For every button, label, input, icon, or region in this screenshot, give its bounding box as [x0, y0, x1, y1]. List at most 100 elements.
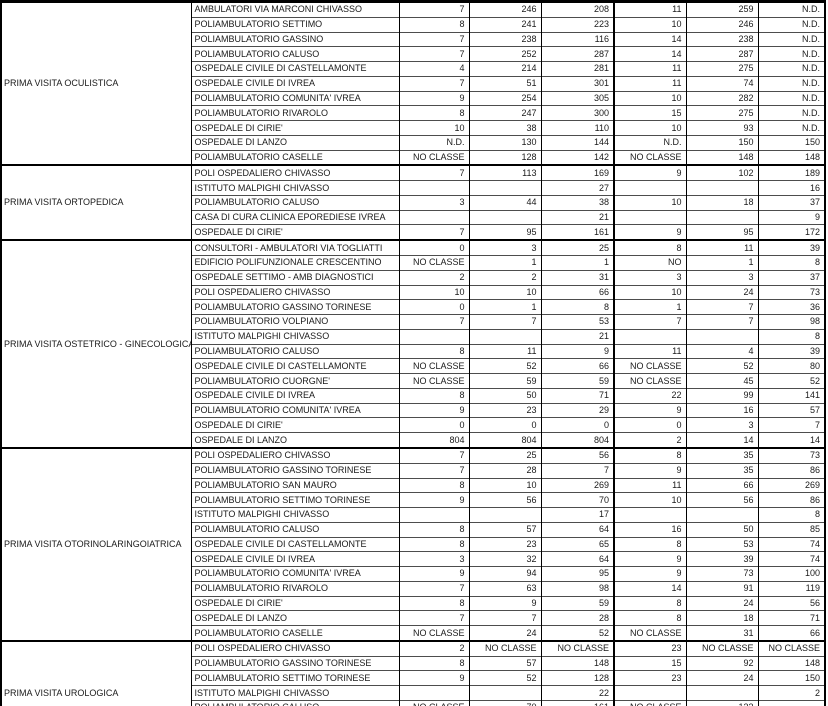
value-cell: 9 [614, 224, 687, 241]
table-row: POLIAMBULATORIO SETTIMO 8 241 223 10 246 N.D. [1, 16, 825, 33]
facility-cell: POLI OSPEDALIERO CHIVASSO [191, 164, 400, 181]
table-row: PRIMA VISITA UROLOGICA POLI OSPEDALIERO C… [1, 639, 825, 706]
value-cell: 7 [399, 314, 470, 330]
value-cell: 16 [758, 180, 825, 196]
value-cell: 23 [469, 536, 542, 552]
value-cell: 39 [758, 343, 825, 359]
facility-cell: OSPEDALE SETTIMO - AMB DIAGNOSTICI [191, 269, 400, 286]
value-cell: 9 [399, 566, 470, 582]
value-cell: 269 [541, 477, 615, 493]
value-cell: 99 [686, 387, 759, 404]
value-cell [614, 685, 687, 701]
value-cell: 73 [758, 284, 825, 300]
value-cell: 3 [399, 551, 470, 567]
value-cell: 150 [758, 134, 825, 151]
facility-cell: ISTITUTO MALPIGHI CHIVASSO [191, 328, 400, 345]
value-cell [399, 328, 470, 345]
value-cell: 24 [686, 670, 759, 686]
table-row: POLIAMBULATORIO CALUSONO CLASSE70161NO C… [1, 699, 825, 706]
value-cell: 14 [758, 432, 825, 448]
value-cell: 28 [541, 610, 615, 626]
value-cell: 52 [686, 358, 759, 374]
value-cell: N.D. [758, 120, 825, 136]
value-cell: 301 [541, 75, 615, 92]
value-cell: 148 [758, 149, 825, 166]
facility-cell: OSPEDALE CIVILE DI IVREA [191, 551, 400, 567]
value-cell: 51 [469, 75, 542, 92]
value-cell: NO CLASSE [399, 699, 470, 706]
value-cell: 246 [469, 0, 542, 18]
facility-cell: POLIAMBULATORIO RIVAROLO [191, 580, 400, 597]
value-cell: 39 [758, 239, 825, 256]
value-cell: 1 [469, 255, 542, 271]
value-cell [469, 209, 542, 225]
table-row: POLIAMBULATORIO GASSINO 7 238 116 14 238 N.D. [1, 31, 825, 47]
value-cell: 52 [758, 373, 825, 389]
value-cell: 3 [686, 269, 759, 286]
value-cell: 21 [541, 328, 615, 345]
table-row: ISTITUTO MALPIGHI CHIVASSO 21 8 [1, 328, 825, 345]
value-cell: 35 [686, 462, 759, 478]
table-row: POLIAMBULATORIO GASSINO TORINESE 0 1 8 1 7 36 [1, 299, 825, 315]
facility-cell: POLIAMBULATORIO GASSINO TORINESE [191, 299, 400, 315]
facility-cell: POLIAMBULATORIO CUORGNE' [191, 373, 400, 389]
value-cell: 0 [399, 239, 470, 256]
value-cell: 17 [541, 507, 615, 523]
value-cell: 148 [686, 149, 759, 166]
value-cell: 10 [614, 492, 687, 508]
table-row: OSPEDALE SETTIMO - AMB DIAGNOSTICI 2 2 31 3 3… [1, 269, 825, 286]
value-cell: 8 [614, 595, 687, 611]
table-row: OSPEDALE CIVILE DI IVREA 8 50 71 22 99 141 [1, 387, 825, 404]
table-row: POLIAMBULATORIO SETTIMO TORINESE 9 56 70 10 5… [1, 492, 825, 508]
value-cell: 804 [541, 432, 615, 448]
value-cell: 8 [758, 255, 825, 271]
value-cell: 11 [614, 61, 687, 77]
value-cell: 94 [469, 566, 542, 582]
table-row: POLIAMBULATORIO SAN MAURO 8 10 269 11 66 269 [1, 477, 825, 493]
value-cell: 10 [614, 284, 687, 300]
value-cell: 2 [469, 269, 542, 286]
value-cell: 32 [469, 551, 542, 567]
value-cell: 10 [469, 477, 542, 493]
value-cell: 52 [469, 670, 542, 686]
value-cell: 37 [758, 194, 825, 211]
value-cell: 254 [469, 90, 542, 106]
table-row: OSPEDALE DI CIRIE' 0 0 0 0 3 7 [1, 417, 825, 433]
value-cell: 144 [541, 134, 615, 151]
table-row: OSPEDALE CIVILE DI CASTELLAMONTE NO CLASS… [1, 358, 825, 374]
facility-cell: AMBULATORI VIA MARCONI CHIVASSO [191, 0, 400, 18]
value-cell: 100 [758, 566, 825, 582]
category-cell: PRIMA VISITA OTORINOLARINGOIATRICA [1, 446, 192, 641]
facility-cell: POLIAMBULATORIO COMUNITA' IVREA [191, 90, 400, 106]
value-cell: 7 [399, 164, 470, 181]
value-cell: 25 [541, 239, 615, 256]
value-cell: 9 [614, 164, 687, 181]
value-cell: 7 [399, 75, 470, 92]
value-cell: 10 [399, 284, 470, 300]
value-cell: 9 [614, 566, 687, 582]
value-cell: 7 [399, 446, 470, 464]
value-cell: 15 [614, 655, 687, 671]
table-row: CASA DI CURA CLINICA EPOREDIESE IVREA 21 9 [1, 209, 825, 225]
table-row: POLIAMBULATORIO RIVAROLO 8 247 300 15 275 N.D. [1, 105, 825, 121]
value-cell: 142 [541, 149, 615, 166]
value-cell: 10 [399, 120, 470, 136]
value-cell: 11 [614, 0, 687, 18]
value-cell: 63 [469, 580, 542, 597]
value-cell: 25 [469, 446, 542, 464]
value-cell: 8 [541, 299, 615, 315]
value-cell: 21 [541, 209, 615, 225]
value-cell: 23 [614, 639, 687, 657]
value-cell: 10 [469, 284, 542, 300]
value-cell: NO CLASSE [614, 358, 687, 374]
value-cell: NO CLASSE [614, 699, 687, 706]
value-cell: 7 [614, 314, 687, 330]
value-cell: 7 [541, 462, 615, 478]
value-cell: 18 [686, 194, 759, 211]
value-cell: 305 [541, 90, 615, 106]
value-cell: 9 [614, 462, 687, 478]
facility-cell: POLIAMBULATORIO SETTIMO [191, 16, 400, 33]
value-cell: NO CLASSE [614, 625, 687, 641]
